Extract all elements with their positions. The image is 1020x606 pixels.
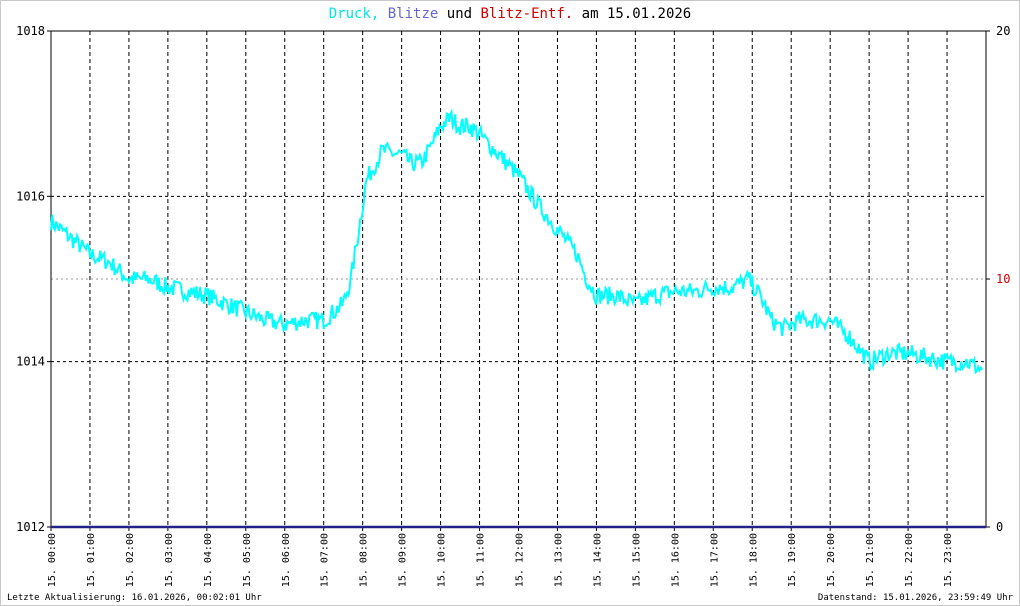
left-tick-label-1016: 1016 xyxy=(16,189,45,203)
right-tick-label-10: 10 xyxy=(996,272,1010,286)
right-tick-label-20: 20 xyxy=(996,24,1010,38)
x-tick-label-5: 15. 05:00 xyxy=(242,533,253,587)
series-druck-line xyxy=(50,108,983,375)
title-druck: Druck, xyxy=(328,6,380,22)
x-tick-label-8: 15. 08:00 xyxy=(359,533,370,587)
x-tick-label-4: 15. 04:00 xyxy=(203,533,214,587)
x-tick-label-7: 15. 07:00 xyxy=(320,533,331,587)
left-tick-label-1018: 1018 xyxy=(16,24,45,38)
x-tick-label-22: 15. 22:00 xyxy=(904,533,915,587)
left-tick-label-1012: 1012 xyxy=(16,520,45,534)
x-tick-label-1: 15. 01:00 xyxy=(86,533,97,587)
x-tick-label-11: 15. 11:00 xyxy=(476,533,487,587)
x-tick-label-2: 15. 02:00 xyxy=(125,533,136,587)
footer-data-status: Datenstand: 15.01.2026, 23:59:49 Uhr xyxy=(817,593,1013,603)
title-und: und xyxy=(446,6,473,22)
x-tick-label-15: 15. 15:00 xyxy=(631,533,642,587)
x-tick-label-12: 15. 12:00 xyxy=(515,533,526,587)
x-tick-label-23: 15. 23:00 xyxy=(943,533,954,587)
title-am: am xyxy=(581,6,599,22)
x-tick-label-9: 15. 09:00 xyxy=(398,533,409,587)
x-tick-label-16: 15. 16:00 xyxy=(670,533,681,587)
title-blitze: Blitze xyxy=(387,6,439,22)
x-tick-label-17: 15. 17:00 xyxy=(709,533,720,587)
left-tick-label-1014: 1014 xyxy=(16,355,45,369)
x-tick-label-3: 15. 03:00 xyxy=(164,533,175,587)
x-tick-label-6: 15. 06:00 xyxy=(281,533,292,587)
title-entf: Blitz-Entf. xyxy=(480,6,574,22)
footer-last-update: Letzte Aktualisierung: 16.01.2026, 00:02… xyxy=(7,593,262,603)
x-tick-label-18: 15. 18:00 xyxy=(748,533,759,587)
x-tick-label-19: 15. 19:00 xyxy=(787,533,798,587)
right-tick-label-0: 0 xyxy=(996,520,1003,534)
x-tick-label-10: 15. 10:00 xyxy=(437,533,448,587)
x-tick-label-20: 15. 20:00 xyxy=(826,533,837,587)
chart-title: Druck, Blitze und Blitz-Entf. am 15.01.2… xyxy=(1,5,1019,23)
title-date: 15.01.2026 xyxy=(606,6,692,22)
x-tick-label-21: 15. 21:00 xyxy=(865,533,876,587)
x-tick-label-13: 15. 13:00 xyxy=(553,533,564,587)
x-tick-label-14: 15. 14:00 xyxy=(592,533,603,587)
x-tick-label-0: 15. 00:00 xyxy=(47,533,58,587)
